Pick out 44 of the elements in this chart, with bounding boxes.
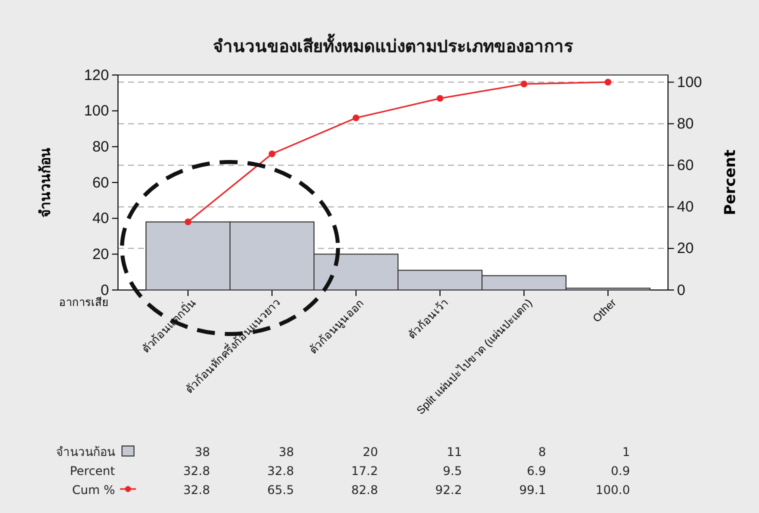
y-tick-label: 120 bbox=[84, 66, 109, 84]
chart-title: จำนวนของเสียทั้งหมดแบ่งตามประเภทของอาการ bbox=[213, 33, 574, 57]
y-tick-label: 100 bbox=[84, 102, 109, 120]
text: 17.2 bbox=[351, 464, 378, 478]
y2-tick-label: 100 bbox=[677, 74, 702, 91]
point bbox=[604, 78, 612, 86]
y2-tick-label: 20 bbox=[677, 240, 694, 258]
data-label: 20 bbox=[362, 445, 378, 459]
data-label: 82.8 bbox=[351, 483, 378, 497]
text: 9.5 bbox=[442, 464, 462, 478]
point bbox=[352, 114, 360, 122]
data-label: 99.1 bbox=[519, 483, 546, 497]
text: Percent bbox=[70, 464, 116, 478]
y-axis-title: จำนวนก้อน bbox=[38, 148, 54, 218]
text: 0.9 bbox=[610, 464, 630, 478]
point bbox=[520, 80, 528, 88]
data-label: 92.2 bbox=[435, 483, 462, 497]
data-label: 11 bbox=[446, 445, 462, 459]
legend-label: Cum % bbox=[72, 483, 115, 497]
data-label: 32.8 bbox=[183, 483, 210, 497]
y-tick-label: 60 bbox=[92, 174, 109, 192]
y-tick-label: 80 bbox=[92, 138, 109, 156]
point bbox=[184, 218, 192, 226]
text: 32.8 bbox=[267, 464, 294, 478]
y2-tick-label: 80 bbox=[677, 116, 694, 133]
data-label: 65.5 bbox=[267, 483, 294, 497]
data-label: 38 bbox=[194, 445, 210, 459]
y-tick-label: 20 bbox=[92, 246, 109, 263]
y-tick-label: 0 bbox=[100, 282, 109, 299]
point bbox=[436, 95, 444, 102]
text: 32.8 bbox=[183, 464, 210, 478]
y2-tick-label: 0 bbox=[677, 282, 686, 299]
legend-label: จำนวนก้อน bbox=[56, 445, 115, 459]
text: 6.9 bbox=[526, 464, 546, 478]
point bbox=[268, 150, 276, 158]
y2-axis-title: Percent bbox=[721, 150, 739, 216]
x-axis-title: อาการเสีย bbox=[59, 296, 108, 309]
y-tick-label: 40 bbox=[92, 210, 109, 228]
data-label: 100.0 bbox=[596, 483, 630, 497]
y2-tick-label: 60 bbox=[677, 157, 694, 174]
data-label: 1 bbox=[622, 445, 630, 459]
y2-tick-label: 40 bbox=[677, 198, 694, 216]
data-label: 38 bbox=[278, 445, 294, 459]
data-label: 8 bbox=[538, 445, 546, 459]
